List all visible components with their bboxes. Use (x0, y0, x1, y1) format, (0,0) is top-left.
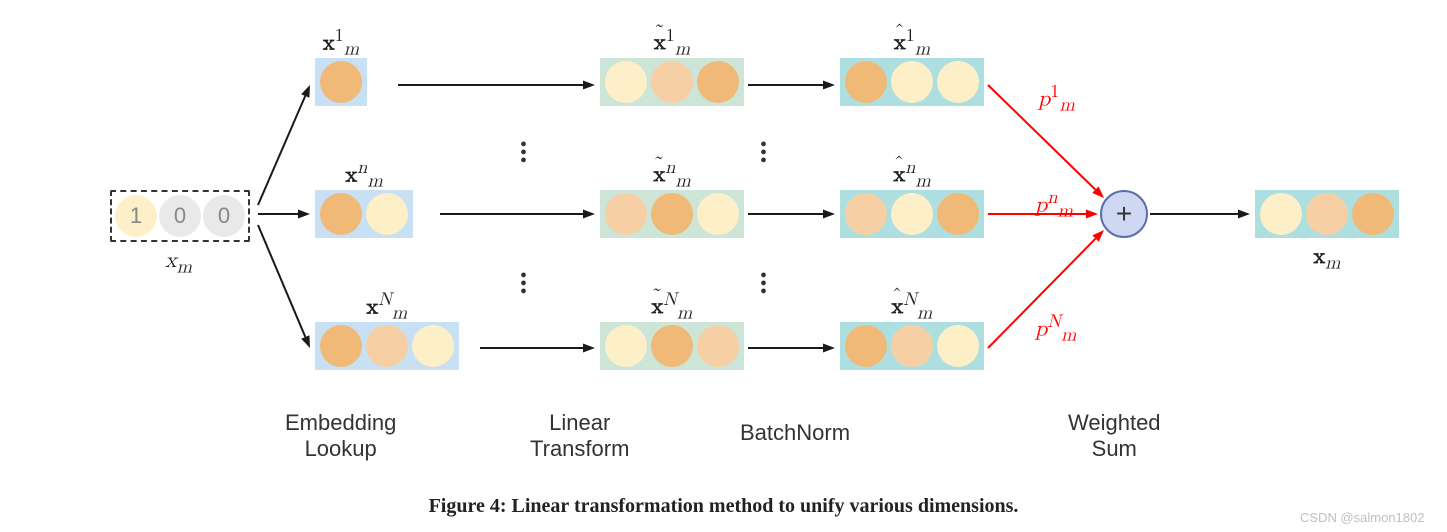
embedding-ball (320, 61, 362, 103)
embedding-top (315, 58, 367, 106)
linear-top (600, 58, 744, 106)
batchnorm-bot-label: ˆxNm (892, 288, 933, 325)
batchnorm-mid (840, 190, 984, 238)
embedding-ball (412, 325, 454, 367)
embedding-ball (845, 193, 887, 235)
watermark: CSDN @salmon1802 (1300, 510, 1424, 525)
batchnorm-bot (840, 322, 984, 370)
stage-label: Weighted Sum (1068, 410, 1161, 462)
embedding-bot (315, 322, 459, 370)
linear-mid-label: ˜xnm (654, 156, 691, 193)
embedding-ball (320, 193, 362, 235)
embedding-mid-label: xnm (346, 156, 383, 193)
embedding-ball (651, 61, 693, 103)
p-label: p1m (1038, 80, 1075, 117)
embedding-ball (1306, 193, 1348, 235)
embedding-top-label: x1m (323, 24, 359, 61)
ellipsis-icon: ••• (520, 142, 527, 166)
embedding-ball (891, 193, 933, 235)
linear-top-label: ˜x1m (654, 24, 690, 61)
figure-caption: Figure 4: Linear transformation method t… (0, 495, 1447, 518)
embedding-bot-label: xNm (367, 288, 408, 325)
embedding-ball (845, 61, 887, 103)
embedding-mid (315, 190, 413, 238)
output-vector-label: xm (1314, 244, 1341, 274)
linear-bot-label: ˜xNm (652, 288, 693, 325)
onehot-cell: 1 (115, 195, 157, 237)
batchnorm-top (840, 58, 984, 106)
stage-label: Linear Transform (530, 410, 629, 462)
embedding-ball (697, 325, 739, 367)
batchnorm-top-label: ˆx1m (894, 24, 930, 61)
embedding-ball (366, 193, 408, 235)
embedding-ball (937, 61, 979, 103)
embedding-ball (366, 325, 408, 367)
diagram-stage: 100xmx1mxnmxNm˜x1m˜xnm˜xNmˆx1mˆxnmˆxNmxm… (0, 0, 1447, 532)
embedding-ball (651, 325, 693, 367)
onehot-label: xm (165, 248, 192, 278)
embedding-ball (845, 325, 887, 367)
output-vector (1255, 190, 1399, 238)
embedding-ball (697, 61, 739, 103)
linear-bot (600, 322, 744, 370)
linear-mid (600, 190, 744, 238)
embedding-ball (605, 61, 647, 103)
stage-label: Embedding Lookup (285, 410, 396, 462)
ellipsis-icon: ••• (760, 142, 767, 166)
embedding-ball (937, 193, 979, 235)
embedding-ball (1260, 193, 1302, 235)
embedding-ball (605, 193, 647, 235)
embedding-ball (697, 193, 739, 235)
embedding-ball (605, 325, 647, 367)
sum-node: + (1100, 190, 1148, 238)
embedding-ball (891, 61, 933, 103)
ellipsis-icon: ••• (760, 273, 767, 297)
onehot-vector: 100 (110, 190, 250, 242)
embedding-ball (891, 325, 933, 367)
onehot-cell: 0 (159, 195, 201, 237)
p-label: pnm (1035, 186, 1073, 223)
embedding-ball (651, 193, 693, 235)
embedding-ball (1352, 193, 1394, 235)
batchnorm-mid-label: ˆxnm (894, 156, 931, 193)
ellipsis-icon: ••• (520, 273, 527, 297)
p-label: pNm (1035, 310, 1076, 347)
stage-label: BatchNorm (740, 420, 850, 446)
embedding-ball (937, 325, 979, 367)
onehot-cell: 0 (203, 195, 245, 237)
embedding-ball (320, 325, 362, 367)
